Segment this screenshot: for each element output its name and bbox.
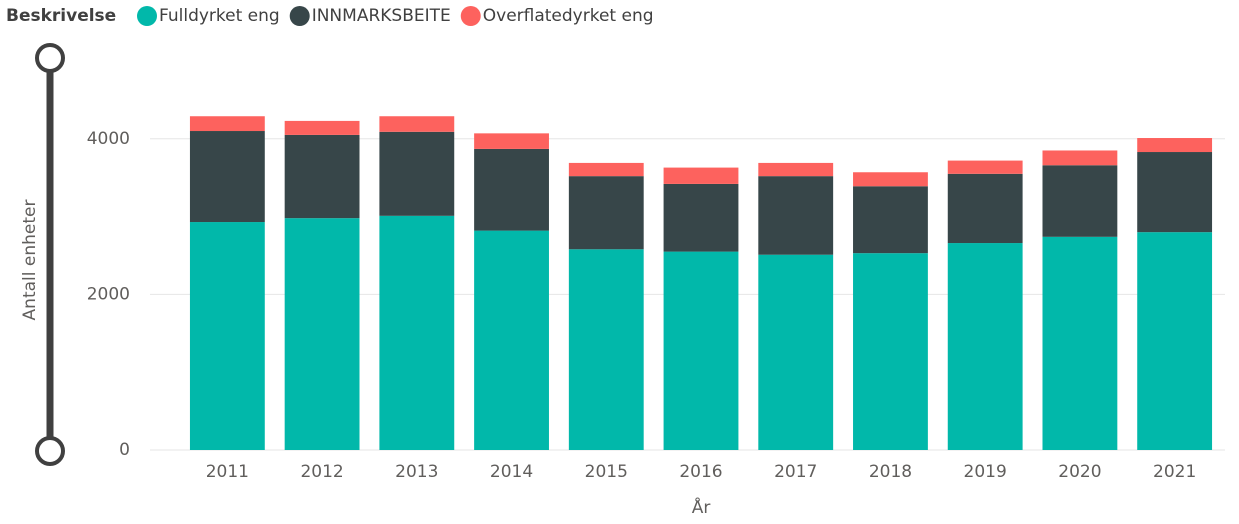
bar-segment	[189, 116, 265, 132]
bar-segment	[379, 131, 455, 216]
x-axis-label: År	[692, 496, 711, 518]
x-tick-label: 2017	[774, 462, 817, 482]
x-tick-label: 2018	[869, 462, 912, 482]
bar-segment	[474, 230, 549, 450]
bar-segment	[379, 215, 455, 450]
x-tick-label: 2020	[1058, 462, 1101, 482]
bar-segment	[853, 186, 928, 254]
slider-handle[interactable]	[35, 43, 65, 73]
bar-segment	[568, 162, 644, 177]
bar-segment	[853, 172, 928, 187]
y-tick-label: 4000	[87, 129, 130, 149]
x-tick-label: 2012	[300, 462, 343, 482]
legend-marker	[460, 6, 481, 26]
legend-item: INNMARKSBEITE	[312, 6, 451, 26]
legend-item: Overflatedyrket eng	[483, 6, 654, 26]
bar-segment	[379, 116, 455, 132]
bar-segment	[474, 133, 549, 149]
y-axis-label: Antall enheter	[20, 200, 40, 321]
bar-segment	[663, 183, 739, 252]
bar-segment	[947, 243, 1023, 450]
bar-segment	[758, 162, 834, 177]
x-tick-label: 2011	[206, 462, 249, 482]
bar-segment	[568, 176, 644, 250]
bar-segment	[189, 131, 265, 223]
bar-segment	[947, 160, 1023, 174]
bar-segment	[189, 222, 265, 450]
x-tick-label: 2019	[964, 462, 1007, 482]
bar-segment	[284, 218, 360, 450]
bar-segment	[1042, 150, 1118, 166]
legend-item: Fulldyrket eng	[159, 6, 280, 26]
bar-segment	[1042, 236, 1118, 450]
bar-segment	[663, 251, 739, 450]
y-tick-label: 0	[119, 440, 130, 460]
bar-segment	[474, 148, 549, 231]
bar-segment	[853, 253, 928, 450]
bar-segment	[663, 167, 739, 184]
x-tick-label: 2014	[490, 462, 533, 482]
y-tick-label: 2000	[87, 284, 130, 304]
legend-marker	[137, 6, 157, 26]
bar-segment	[758, 254, 834, 450]
bar-segment	[947, 173, 1023, 244]
legend-title: Beskrivelse	[6, 6, 116, 26]
range-slider[interactable]	[35, 43, 65, 466]
bar-segment	[1137, 232, 1213, 450]
bar-segment	[284, 120, 360, 135]
bar-segment	[1137, 138, 1213, 153]
bar-segment	[284, 134, 360, 219]
legend-marker	[289, 6, 310, 26]
x-tick-label: 2016	[679, 462, 722, 482]
x-tick-label: 2021	[1153, 462, 1196, 482]
bar-segment	[568, 249, 644, 450]
bar-segment	[758, 176, 834, 255]
slider-handle[interactable]	[35, 436, 65, 466]
x-tick-label: 2015	[585, 462, 628, 482]
x-tick-label: 2013	[395, 462, 438, 482]
bar-segment	[1137, 152, 1213, 233]
bar-segment	[1042, 165, 1118, 237]
